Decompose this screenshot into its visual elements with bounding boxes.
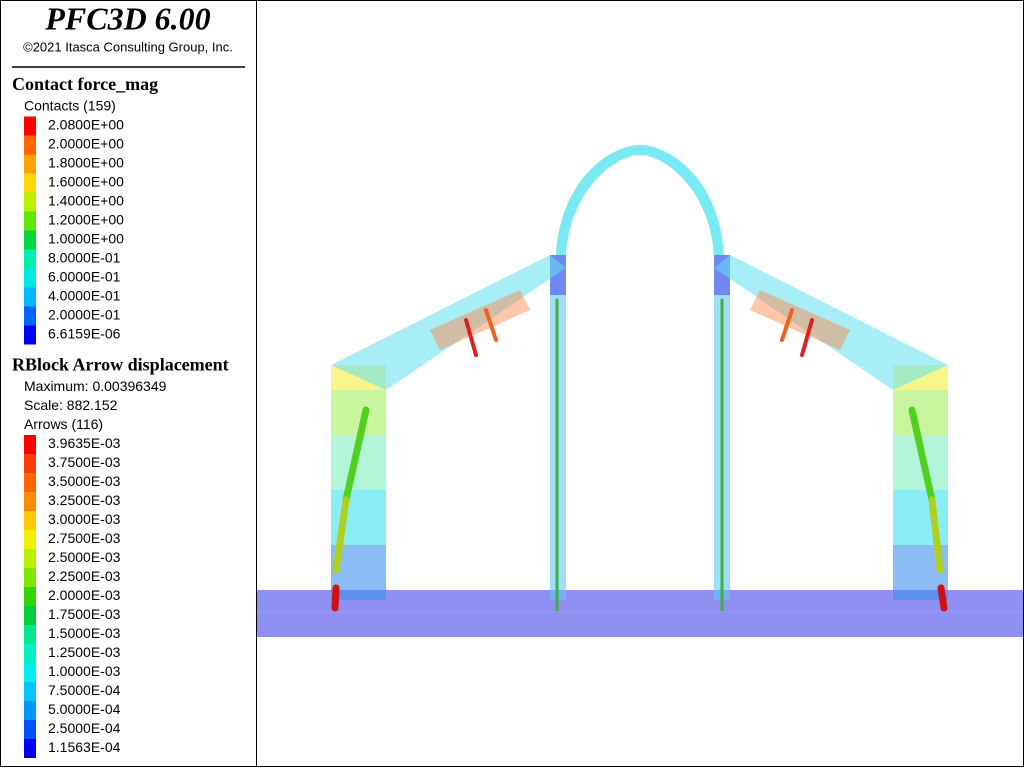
legend-label: 1.2000E+00 (48, 212, 124, 228)
legend-swatch (24, 663, 36, 682)
legend-swatch (24, 154, 36, 174)
legend-label: 2.5000E-03 (48, 549, 121, 565)
legend-title: RBlock Arrow displacement (12, 355, 229, 375)
legend-label: 1.0000E+00 (48, 231, 124, 247)
legend-label: 2.5000E-04 (48, 720, 121, 736)
legend-swatch (24, 625, 36, 644)
legend-info: Arrows (116) (24, 416, 103, 432)
legend-label: 8.0000E-01 (48, 250, 121, 266)
legend-swatch (24, 511, 36, 530)
legend-label: 6.6159E-06 (48, 326, 121, 342)
legend-swatch (24, 268, 36, 288)
legend-swatch (24, 530, 36, 549)
legend-label: 3.0000E-03 (48, 511, 121, 527)
legend-swatch (24, 135, 36, 155)
left-rafter (331, 255, 566, 390)
legend-swatch (24, 606, 36, 625)
legend-swatch (24, 325, 36, 345)
legend-swatch (24, 306, 36, 326)
legend-swatch (24, 739, 36, 758)
legend-label: 6.0000E-01 (48, 269, 121, 285)
legend-label: 1.1563E-04 (48, 739, 121, 755)
legend-label: 1.0000E-03 (48, 663, 121, 679)
legend-label: 3.2500E-03 (48, 492, 121, 508)
copyright: ©2021 Itasca Consulting Group, Inc. (23, 39, 233, 54)
legend-label: 2.2500E-03 (48, 568, 121, 584)
legend-swatch (24, 230, 36, 250)
displacement-arrows (331, 298, 948, 612)
legend-label: 5.0000E-04 (48, 701, 121, 717)
legend-swatch (24, 287, 36, 307)
legend-label: 1.5000E-03 (48, 625, 121, 641)
legend-swatch (24, 473, 36, 492)
legend-label: 2.7500E-03 (48, 530, 121, 546)
model-view (257, 145, 1023, 637)
app-title: PFC3D 6.00 (44, 0, 210, 36)
legend-swatch (24, 568, 36, 587)
legend-label: 4.0000E-01 (48, 288, 121, 304)
legend-swatch (24, 454, 36, 473)
force-zone (750, 290, 850, 350)
legend-info: Scale: 882.152 (24, 397, 118, 413)
legend-swatch (24, 587, 36, 606)
legend-title: Contact force_mag (12, 74, 158, 94)
legend-swatch (24, 549, 36, 568)
legend-label: 3.9635E-03 (48, 435, 121, 451)
legend-label: 3.7500E-03 (48, 454, 121, 470)
legend-swatch (24, 249, 36, 269)
legend-label: 1.8000E+00 (48, 155, 124, 171)
legend-label: 7.5000E-04 (48, 682, 121, 698)
legend-swatch (24, 701, 36, 720)
legend-label: 1.2500E-03 (48, 644, 121, 660)
legend-label: 1.6000E+00 (48, 174, 124, 190)
legend-swatch (24, 192, 36, 212)
arch (556, 145, 724, 255)
legend-label: 2.0800E+00 (48, 117, 124, 133)
legend-label: 2.0000E+00 (48, 136, 124, 152)
right-rafter (714, 255, 948, 390)
legend-label: 3.5000E-03 (48, 473, 121, 489)
legend-label: 1.4000E+00 (48, 193, 124, 209)
legend-label: 1.7500E-03 (48, 606, 121, 622)
legend-swatch (24, 720, 36, 739)
legend-info: Maximum: 0.00396349 (24, 378, 167, 394)
legend-info: Contacts (159) (24, 98, 116, 114)
legend-swatch (24, 492, 36, 511)
legend-swatch (24, 116, 36, 136)
force-zone (430, 290, 530, 350)
legend-label: 2.0000E-01 (48, 307, 121, 323)
legend-swatch (24, 682, 36, 701)
legend-swatch (24, 173, 36, 193)
legend-panel (0, 0, 257, 767)
legends: Contact force_mag Contacts (159) 2.0800E+0… (12, 74, 229, 758)
legend-swatch (24, 211, 36, 231)
legend-label: 2.0000E-03 (48, 587, 121, 603)
legend-swatch (24, 435, 36, 454)
legend-swatch (24, 644, 36, 663)
